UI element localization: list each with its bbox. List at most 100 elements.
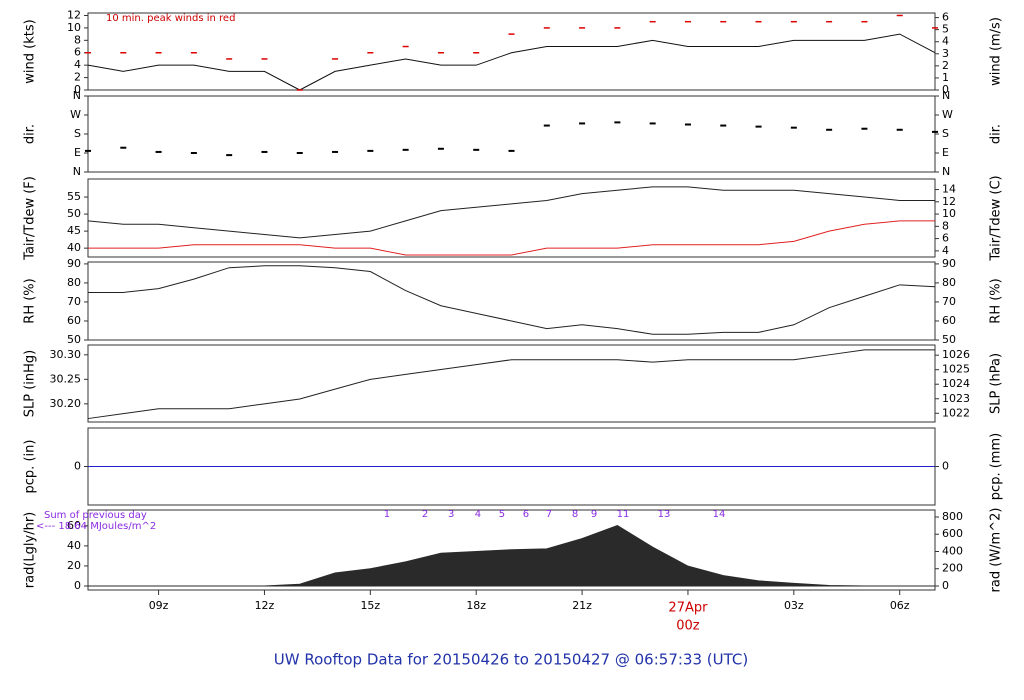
panel-frame [87,12,936,91]
dir-dot [720,124,727,127]
hour-marker: 7 [546,509,552,520]
y2-tick-label: 0 [942,579,949,592]
dir-dot [261,150,268,153]
y-tick-label: 0 [74,83,81,96]
y2-tick-label: 4 [942,244,949,257]
panel-frame [87,178,936,258]
dir-dot [826,128,833,131]
y-tick-label: 12 [67,8,81,21]
hour-marker: 11 [617,509,630,520]
y2-tick-label: 0 [942,83,949,96]
y2-tick-label: 1023 [942,392,970,405]
y-tick-label: N [73,165,81,178]
y2-tick-label: 1025 [942,363,970,376]
y2-tick-label: 60 [942,314,956,327]
dir-dot [190,152,197,154]
y2-tick-label: N [942,89,950,102]
x-tick-label: 15z [360,599,380,612]
hour-marker: 9 [591,509,597,520]
hour-marker: 8 [572,509,578,520]
y2-tick-label: 0 [942,460,949,473]
y-tick-label: 50 [67,207,81,220]
y-axis-label: pcp. (in) [23,440,38,494]
y-axis-label: Tair/Tdew (F) [23,176,38,261]
dir-dot [85,149,91,152]
y2-axis-label: Tair/Tdew (C) [989,175,1004,261]
y2-tick-label: 90 [942,257,956,270]
date-label: 27Apr [668,601,708,616]
y2-tick-label: 4 [942,35,949,48]
panel-frame [87,261,936,341]
y2-axis-label: SLP (hPa) [989,353,1004,414]
dir-dot [755,125,762,128]
y-tick-label: 4 [74,58,81,71]
dir-dot [649,122,656,125]
y2-tick-label: 70 [942,295,956,308]
dir-dot [155,150,162,153]
y-tick-label: 80 [67,276,81,289]
y-tick-label: 30.30 [50,348,82,361]
y-tick-label: W [70,108,81,121]
dir-dot [473,148,480,151]
panel-frame [87,344,936,423]
y2-tick-label: 1022 [942,406,970,419]
dir-dot [296,152,303,154]
y2-tick-label: 1026 [942,348,970,361]
y2-axis-label: wind (m/s) [989,17,1004,86]
y2-tick-label: 1 [942,71,949,84]
dir-dot [226,154,233,157]
y2-tick-label: 1024 [942,377,970,390]
y-tick-label: 6 [74,46,81,59]
y2-tick-label: 12 [942,195,956,208]
x-tick-label: 12z [255,599,275,612]
y-tick-label: 2 [74,71,81,84]
y2-tick-label: 3 [942,47,949,60]
y-tick-label: 30.25 [50,372,82,385]
dir-dot [120,146,127,149]
y2-tick-label: 10 [942,207,956,220]
dir-dot [437,147,444,150]
y-tick-label: 8 [74,33,81,46]
series-area [88,525,935,587]
dir-dot [932,130,938,133]
y2-tick-label: 600 [942,527,963,540]
y2-tick-label: 200 [942,562,963,575]
y-axis-label: rad(Lgly/hr) [23,512,38,588]
y2-axis-label: dir. [989,124,1004,144]
y2-tick-label: 14 [942,183,956,196]
y2-axis-label: pcp. (mm) [989,433,1004,500]
y-tick-label: 10 [67,21,81,34]
y-axis-label: dir. [23,124,38,144]
dir-dot [508,149,515,152]
dir-dot [543,124,550,127]
y-tick-label: S [74,127,81,140]
dir-dot [402,148,409,151]
y-axis-label: RH (%) [23,278,38,323]
dir-dot [367,149,374,152]
hour-marker: 5 [499,509,505,520]
x-tick-label: 03z [784,599,804,612]
panel-frame [87,95,936,173]
y2-tick-label: 50 [942,333,956,346]
y2-tick-label: 80 [942,276,956,289]
hour-marker: 3 [448,509,454,520]
y2-tick-label: 400 [942,544,963,557]
y-tick-label: 50 [67,333,81,346]
y-tick-label: 30.20 [50,397,82,410]
y-tick-label: E [74,146,81,159]
chart-title: UW Rooftop Data for 20150426 to 20150427… [274,651,748,669]
dir-dot [896,128,903,131]
hour-marker: 4 [475,509,481,520]
y-tick-label: N [73,89,81,102]
y2-tick-label: 800 [942,510,963,523]
annotation: <--- 18.64 MJoules/m^2 [36,521,156,532]
dir-dot [790,126,797,129]
annotation: Sum of previous day [44,510,147,521]
y2-tick-label: N [942,165,950,178]
y-tick-label: 40 [67,241,81,254]
x-tick-label: 00z [676,619,700,634]
dir-dot [332,150,339,153]
series-line [88,220,935,256]
y2-tick-label: 8 [942,219,949,232]
